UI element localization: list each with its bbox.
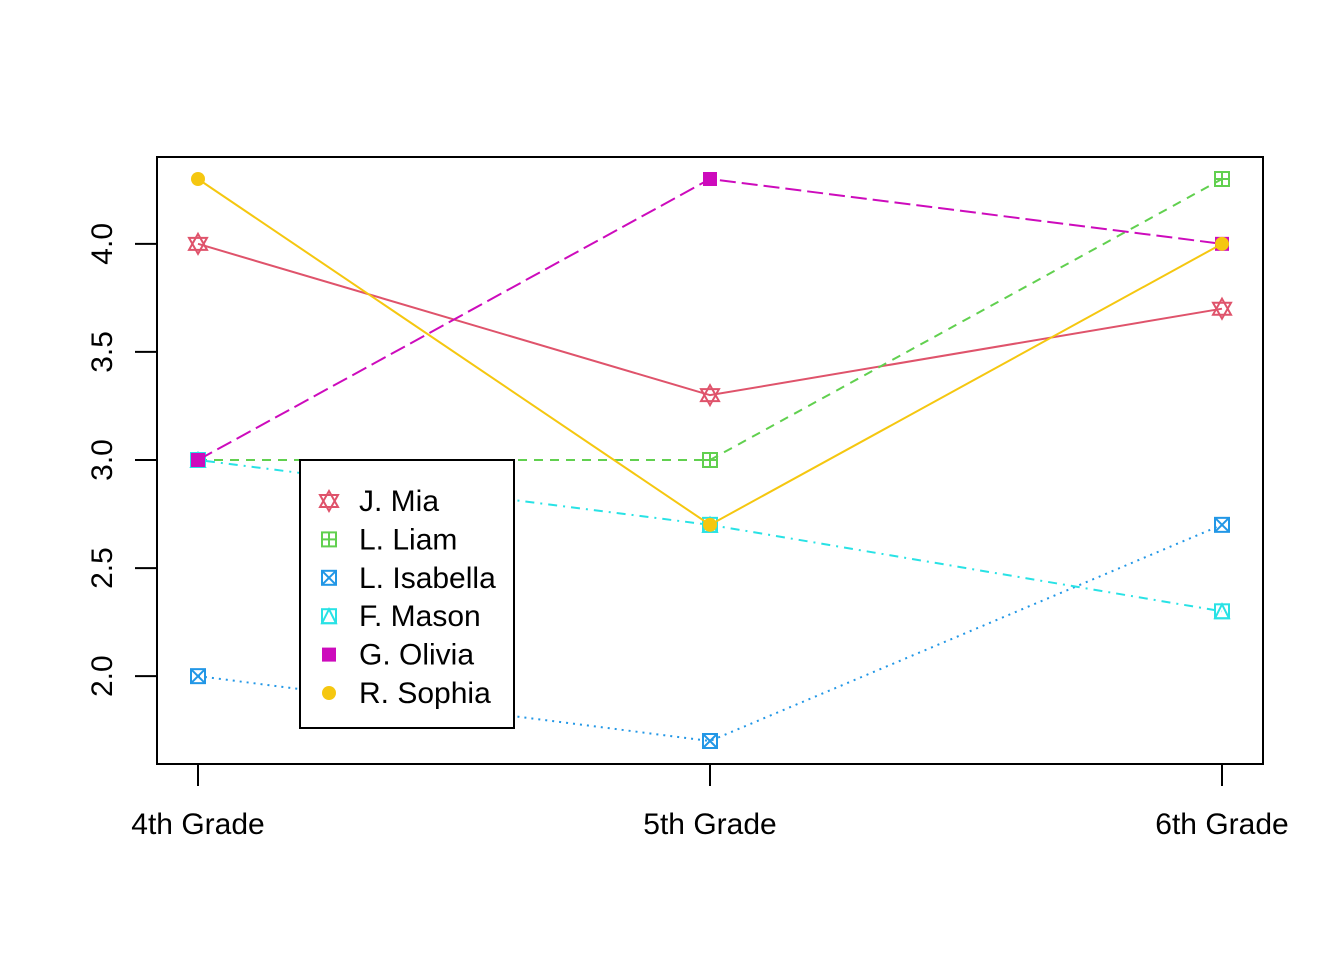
series-line-g-olivia xyxy=(197,177,1223,461)
x-tick-label: 4th Grade xyxy=(131,808,264,841)
legend-label: L. Liam xyxy=(359,523,457,556)
series-l-liam xyxy=(190,171,1230,468)
y-tick-label: 3.0 xyxy=(86,439,119,481)
data-point-l-isabella xyxy=(702,733,718,749)
data-point-j-mia xyxy=(187,231,209,256)
legend-item-g-olivia: G. Olivia xyxy=(322,639,474,672)
legend-label: L. Isabella xyxy=(359,562,496,595)
y-tick-label: 2.0 xyxy=(86,655,119,697)
legend-marker xyxy=(322,686,336,700)
legend-label: R. Sophia xyxy=(359,677,491,710)
data-point-l-isabella xyxy=(1214,516,1230,533)
data-point-f-mason xyxy=(1213,602,1231,620)
series-line-l-liam xyxy=(198,178,1223,461)
y-tick-label: 3.5 xyxy=(86,331,119,373)
legend-label: F. Mason xyxy=(359,600,481,633)
data-point-l-liam xyxy=(1214,171,1230,187)
series-line-j-mia xyxy=(197,242,1223,397)
data-point-r-sophia xyxy=(1215,236,1229,251)
legend-label: J. Mia xyxy=(359,485,439,518)
y-axis: 2.0 2.5 3.0 3.5 4.0 xyxy=(86,223,158,697)
legend-marker xyxy=(321,531,337,548)
series-g-olivia xyxy=(191,172,1229,467)
legend-label: G. Olivia xyxy=(359,639,474,672)
data-point-r-sophia xyxy=(191,172,205,186)
legend-item-l-isabella: L. Isabella xyxy=(321,562,496,595)
y-tick-label: 2.5 xyxy=(86,547,119,589)
y-tick-label: 4.0 xyxy=(86,223,119,265)
legend-item-j-mia: J. Mia xyxy=(318,485,439,518)
legend: J. Mia L. Liam L. Isabella F. Mason G. Olivi… xyxy=(299,459,515,729)
data-point-j-mia xyxy=(1211,296,1233,321)
series-l-isabella xyxy=(190,516,1230,749)
legend-marker xyxy=(322,647,336,662)
x-tick-label: 5th Grade xyxy=(643,808,776,841)
data-point-l-isabella xyxy=(190,668,206,685)
data-point-r-sophia xyxy=(703,517,717,532)
legend-marker xyxy=(320,606,338,625)
data-point-l-liam xyxy=(702,452,718,468)
x-axis: 4th Grade 5th Grade 6th Grade xyxy=(131,763,1289,841)
series-layer xyxy=(187,171,1233,749)
legend-item-f-mason: F. Mason xyxy=(320,600,481,633)
legend-item-l-liam: L. Liam xyxy=(321,523,457,556)
x-tick-label: 6th Grade xyxy=(1155,808,1288,841)
legend-marker xyxy=(321,569,337,586)
data-point-g-olivia xyxy=(191,453,205,467)
legend-item-r-sophia: R. Sophia xyxy=(322,677,491,710)
legend-marker xyxy=(318,488,340,514)
data-point-g-olivia xyxy=(703,172,717,186)
series-r-sophia xyxy=(191,172,1229,532)
data-point-j-mia xyxy=(699,383,721,408)
